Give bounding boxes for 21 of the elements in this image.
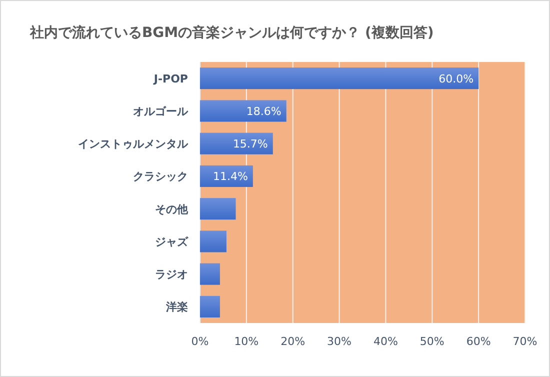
x-tick-label: 0% <box>191 335 209 348</box>
data-label: 18.6% <box>246 104 282 118</box>
x-tick-label: 20% <box>280 335 306 348</box>
x-tick-label: 10% <box>234 335 259 348</box>
y-tick-label: J-POP <box>152 72 188 86</box>
y-tick-label: ジャズ <box>155 235 189 248</box>
y-tick-label: ラジオ <box>155 268 188 282</box>
x-tick-label: 60% <box>466 335 491 348</box>
y-tick-label: クラシック <box>133 170 188 184</box>
y-tick-label: インストゥルメンタル <box>78 138 189 151</box>
y-tick-label: オルゴール <box>133 104 189 118</box>
y-tick-label: その他 <box>155 202 189 216</box>
y-tick-label: 洋楽 <box>165 300 188 314</box>
x-tick-label: 50% <box>420 335 444 348</box>
chart-title: 社内で流れているBGMの音楽ジャンルは何ですか？ (複数回答) <box>29 24 434 41</box>
data-label: 60.0% <box>438 72 474 86</box>
data-label: 11.4% <box>212 170 248 184</box>
x-tick-label: 40% <box>373 335 398 348</box>
x-tick-label: 30% <box>327 335 352 348</box>
x-tick-label: 70% <box>512 335 538 348</box>
data-label: 15.7% <box>232 138 268 151</box>
